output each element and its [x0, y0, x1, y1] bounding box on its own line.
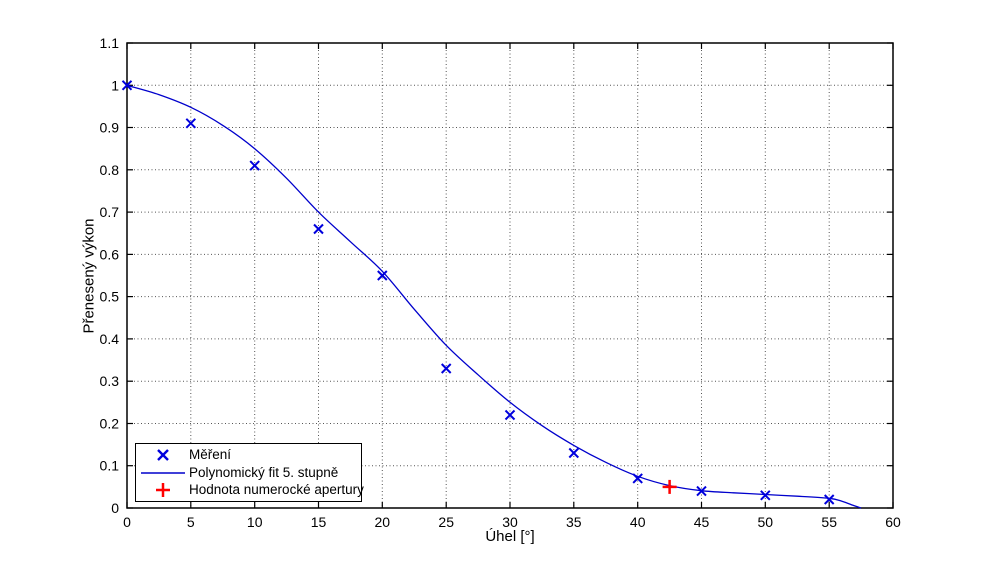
y-tick-label: 0.5: [100, 289, 120, 305]
x-tick-label: 20: [375, 514, 391, 530]
plot-frame: [126, 42, 894, 509]
x-tick-label: 25: [438, 514, 454, 530]
y-tick-label: 0.1: [100, 458, 120, 474]
legend-item-measurement: Měření: [136, 446, 361, 464]
x-tick-label: 60: [885, 514, 901, 530]
x-tick-label: 15: [311, 514, 327, 530]
y-tick-label: 0: [111, 500, 119, 516]
aperture-marker: [662, 479, 677, 494]
axis-ticks: [126, 42, 894, 509]
gridlines: [127, 43, 893, 508]
fit-line-icon: [136, 469, 189, 477]
y-tick-label: 0.9: [100, 120, 120, 136]
x-axis-label: Úhel [°]: [485, 528, 535, 545]
x-tick-label: 55: [821, 514, 837, 530]
legend-label-measurement: Měření: [189, 447, 232, 463]
x-tick-label: 5: [187, 514, 195, 530]
y-tick-label: 0.2: [100, 416, 120, 432]
legend-item-aperture: Hodnota numerocké apertury: [136, 481, 364, 499]
x-tick-label: 0: [123, 514, 131, 530]
measurement-x-marker-icon: [136, 448, 189, 462]
y-tick-label: 0.3: [100, 373, 120, 389]
x-tick-label: 10: [247, 514, 263, 530]
legend-item-fit: Polynomický fit 5. stupně: [136, 464, 361, 482]
legend-label-aperture: Hodnota numerocké apertury: [189, 482, 364, 498]
legend: Měření Polynomický fit 5. stupně Hodnota…: [135, 443, 364, 502]
tick-labels: 0 5 10 15 20 25 30 35 40 45 50 55 60 0 0.1 0.2 0.3 0.4 0.5…: [100, 35, 901, 530]
y-axis-label: Přenesený výkon: [80, 218, 98, 334]
x-tick-label: 30: [502, 514, 518, 530]
y-tick-label: 0.4: [100, 331, 120, 347]
y-tick-label: 0.7: [100, 204, 120, 220]
y-tick-label: 1: [111, 77, 119, 93]
x-tick-label: 45: [694, 514, 710, 530]
measurement-markers: [121, 80, 835, 505]
fit-curve: [126, 84, 862, 509]
x-tick-label: 40: [630, 514, 646, 530]
y-tick-label: 0.8: [100, 162, 120, 178]
y-tick-label: 1.1: [100, 35, 120, 51]
aperture-plus-marker-icon: [136, 482, 189, 498]
x-tick-label: 35: [566, 514, 582, 530]
legend-label-fit: Polynomický fit 5. stupně: [189, 464, 339, 480]
y-tick-label: 0.6: [100, 246, 120, 262]
x-tick-label: 50: [758, 514, 774, 530]
